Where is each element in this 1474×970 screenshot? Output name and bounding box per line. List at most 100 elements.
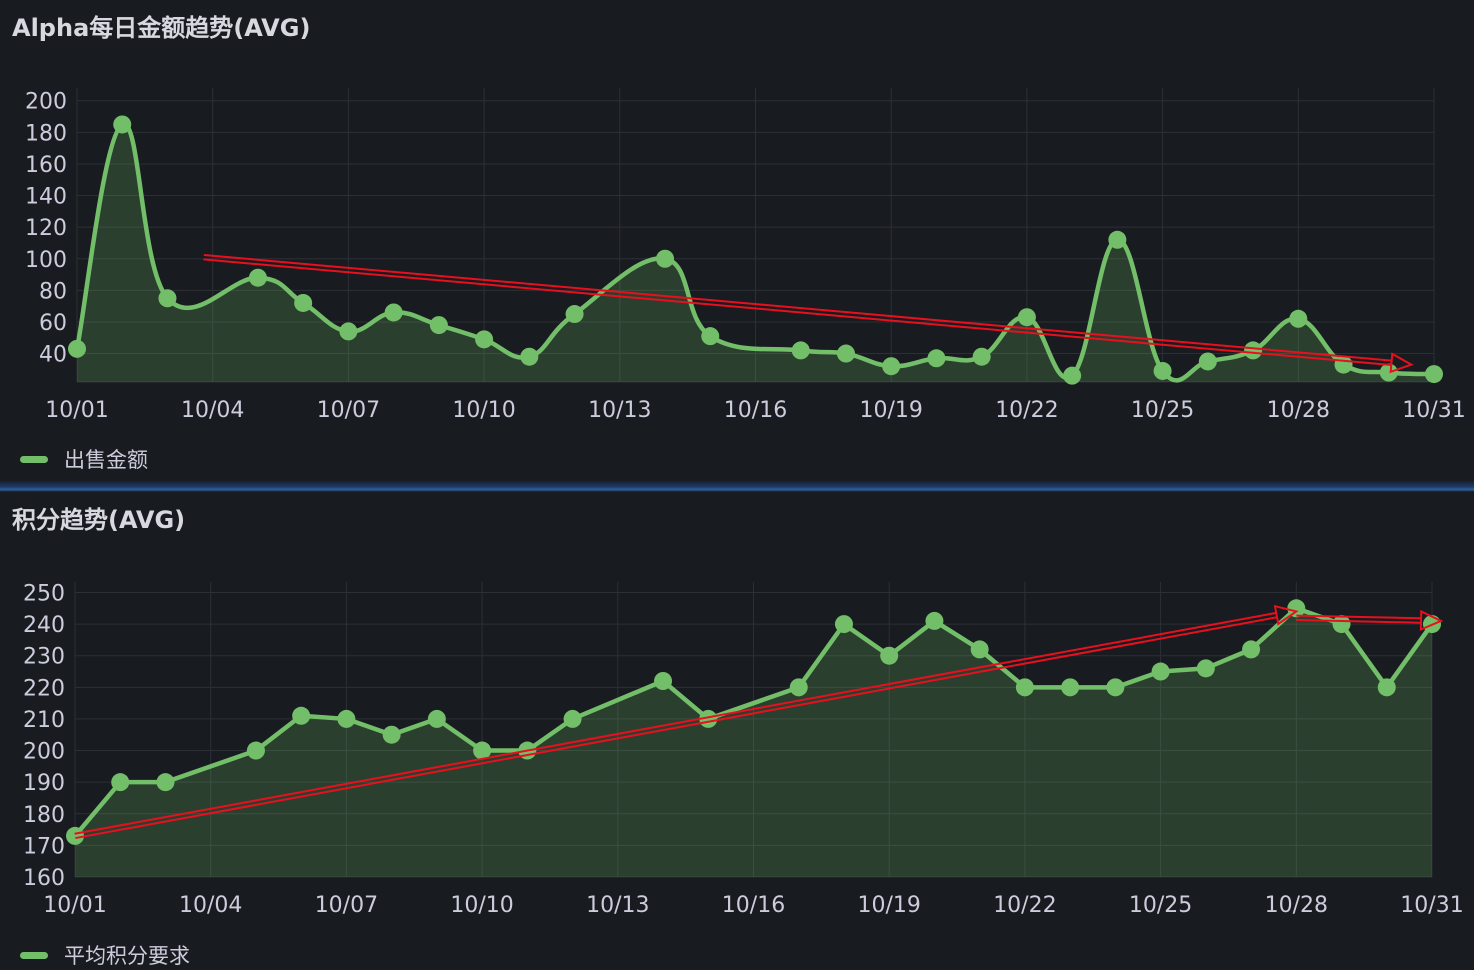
- y-tick-label: 220: [23, 676, 65, 701]
- y-tick-label: 250: [23, 581, 65, 606]
- x-tick-label: 10/07: [315, 893, 378, 918]
- data-point[interactable]: [1063, 366, 1082, 385]
- panel-title[interactable]: Alpha每日金额趋势(AVG): [12, 14, 311, 42]
- y-tick-label: 210: [23, 708, 65, 733]
- data-point[interactable]: [1334, 355, 1353, 374]
- data-point[interactable]: [337, 709, 356, 728]
- x-tick-label: 10/01: [45, 398, 108, 423]
- y-tick-label: 100: [25, 248, 67, 273]
- data-point[interactable]: [654, 672, 673, 690]
- data-point[interactable]: [882, 357, 901, 376]
- data-point[interactable]: [384, 303, 403, 322]
- y-tick-label: 190: [23, 771, 65, 796]
- data-point[interactable]: [248, 268, 267, 287]
- x-tick-label: 10/28: [1265, 893, 1328, 918]
- data-point[interactable]: [1377, 678, 1396, 697]
- grid: [74, 582, 1433, 878]
- data-point[interactable]: [563, 709, 582, 728]
- x-tick-label: 10/31: [1400, 893, 1463, 918]
- data-point[interactable]: [382, 725, 401, 744]
- y-tick-label: 120: [25, 216, 67, 241]
- data-point[interactable]: [113, 115, 132, 134]
- data-point[interactable]: [475, 330, 494, 349]
- data-point[interactable]: [1332, 615, 1351, 634]
- data-point[interactable]: [1108, 230, 1127, 249]
- trend-arrow: [203, 253, 1414, 374]
- data-point[interactable]: [520, 347, 539, 366]
- panel-alpha-amount: Alpha每日金额趋势(AVG) 40 60 80 100 120 140 160 180 20…: [12, 14, 1466, 474]
- data-point[interactable]: [427, 709, 446, 728]
- data-point[interactable]: [1153, 361, 1172, 380]
- points-trend-chart: 160 170 180 190 200 210 220 230 240 250 10/01 10/04…: [23, 581, 1464, 918]
- data-point[interactable]: [1106, 678, 1125, 697]
- data-point[interactable]: [156, 773, 175, 792]
- y-tick-label: 60: [39, 311, 67, 336]
- x-tick-label: 10/10: [452, 398, 515, 423]
- x-tick-label: 10/04: [179, 893, 242, 918]
- data-point[interactable]: [970, 640, 989, 659]
- y-tick-label: 240: [23, 613, 65, 638]
- data-point[interactable]: [1244, 341, 1263, 360]
- data-point[interactable]: [339, 322, 358, 341]
- data-point[interactable]: [972, 347, 991, 366]
- x-tick-label: 10/13: [586, 893, 649, 918]
- y-tick-label: 200: [23, 740, 65, 765]
- data-point[interactable]: [1425, 365, 1443, 384]
- data-point[interactable]: [1289, 309, 1308, 328]
- data-point[interactable]: [789, 678, 808, 697]
- data-point[interactable]: [834, 615, 853, 634]
- data-point[interactable]: [1287, 599, 1306, 618]
- data-point[interactable]: [473, 741, 492, 760]
- data-point[interactable]: [292, 706, 311, 725]
- data-point[interactable]: [927, 349, 946, 368]
- data-point[interactable]: [158, 289, 177, 308]
- series-line: [73, 606, 1434, 838]
- data-point[interactable]: [836, 344, 855, 363]
- y-tick-label: 80: [39, 279, 67, 304]
- data-point[interactable]: [1151, 662, 1170, 681]
- data-point[interactable]: [1196, 659, 1215, 678]
- trend-arrow: [1296, 609, 1444, 632]
- data-point[interactable]: [429, 316, 448, 335]
- x-tick-label: 10/19: [857, 893, 920, 918]
- legend-swatch: [20, 455, 48, 463]
- data-point[interactable]: [565, 305, 584, 324]
- data-point[interactable]: [1015, 678, 1034, 697]
- panel-points: 积分趋势(AVG) 160 170 180 190 200 210 220 230 240 250…: [0, 492, 1474, 970]
- x-tick-label: 10/07: [317, 398, 380, 423]
- data-point[interactable]: [1017, 308, 1036, 327]
- legend[interactable]: 平均积分要求: [20, 940, 190, 970]
- series-area: [75, 608, 1432, 877]
- data-point[interactable]: [1242, 640, 1261, 659]
- data-point[interactable]: [1198, 352, 1217, 371]
- y-tick-label: 160: [25, 153, 67, 178]
- data-point[interactable]: [246, 741, 265, 760]
- x-tick-label: 10/19: [859, 398, 922, 423]
- y-tick-label: 40: [39, 343, 67, 368]
- data-point[interactable]: [656, 249, 675, 268]
- legend[interactable]: 出售金额: [20, 444, 148, 474]
- y-tick-label: 230: [23, 645, 65, 670]
- x-tick-label: 10/31: [1402, 398, 1465, 423]
- grid: [76, 88, 1435, 383]
- y-tick-label: 160: [23, 866, 65, 891]
- data-point[interactable]: [880, 646, 899, 665]
- x-tick-label: 10/13: [588, 398, 651, 423]
- x-tick-label: 10/04: [181, 398, 244, 423]
- data-point[interactable]: [68, 339, 86, 358]
- data-point[interactable]: [1061, 678, 1080, 697]
- data-point[interactable]: [1379, 363, 1398, 382]
- panel-title[interactable]: 积分趋势(AVG): [12, 506, 186, 534]
- y-tick-label: 200: [25, 90, 67, 115]
- x-tick-label: 10/16: [724, 398, 787, 423]
- y-tick-label: 180: [23, 803, 65, 828]
- data-point[interactable]: [791, 341, 810, 360]
- data-point[interactable]: [701, 327, 720, 346]
- x-tick-label: 10/25: [1131, 398, 1194, 423]
- x-tick-label: 10/01: [43, 893, 106, 918]
- data-point[interactable]: [66, 826, 84, 845]
- data-point[interactable]: [925, 611, 944, 630]
- data-point[interactable]: [111, 773, 130, 792]
- data-point[interactable]: [294, 293, 313, 312]
- x-tick-label: 10/28: [1267, 398, 1330, 423]
